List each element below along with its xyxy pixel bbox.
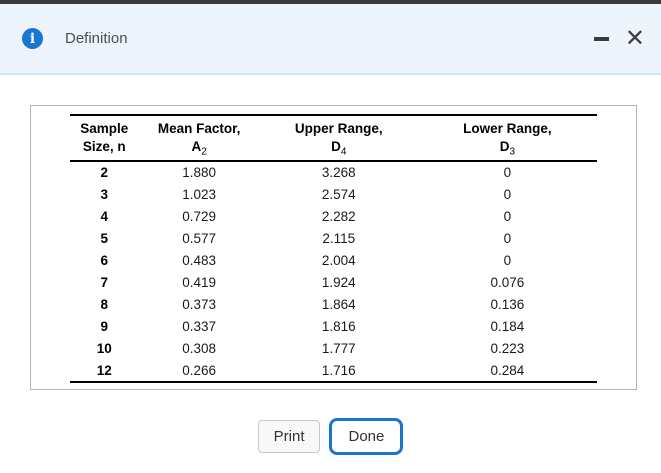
lower-range-cell: 0 bbox=[503, 165, 512, 181]
table-row: 10 0.308 1.777 0.223 bbox=[70, 338, 597, 360]
factors-table: Sample Size, n Mean Factor, A2 Upper Range, D… bbox=[70, 113, 597, 383]
column-header: Sample Size, n bbox=[70, 113, 139, 163]
sample-size-cell: 5 bbox=[100, 230, 108, 246]
table-header-row: Sample Size, n Mean Factor, A2 Upper Range, D… bbox=[70, 113, 597, 163]
column-header: Lower Range, D3 bbox=[417, 113, 597, 163]
done-button[interactable]: Done bbox=[329, 418, 404, 455]
mean-factor-cell: 0.373 bbox=[182, 296, 216, 312]
sample-size-cell: 9 bbox=[100, 318, 108, 334]
lower-range-cell: 0.284 bbox=[490, 362, 525, 378]
lower-range-cell: 0 bbox=[503, 208, 512, 224]
minimize-button[interactable] bbox=[593, 36, 609, 41]
upper-range-cell: 2.115 bbox=[322, 230, 356, 246]
lower-range-cell: 0 bbox=[503, 186, 512, 202]
sample-size-cell: 8 bbox=[100, 296, 108, 312]
dialog-titlebar: i Definition ✕ bbox=[0, 0, 661, 75]
table-panel: Sample Size, n Mean Factor, A2 Upper Range, D… bbox=[30, 105, 637, 390]
upper-range-cell: 1.777 bbox=[321, 340, 356, 356]
sample-size-cell: 2 bbox=[100, 165, 108, 181]
lower-range-cell: 0 bbox=[503, 252, 512, 268]
mean-factor-cell: 0.337 bbox=[182, 318, 216, 334]
table-body: 2 1.880 3.268 0 3 1.023 2.574 0 4 0.729 2.282 0 5 0.5… bbox=[70, 161, 597, 383]
table-row: 9 0.337 1.816 0.184 bbox=[70, 316, 597, 338]
table-row: 12 0.266 1.716 0.284 bbox=[70, 360, 597, 383]
dialog-footer: Print Done bbox=[0, 418, 661, 455]
dialog-title: Definition bbox=[65, 30, 128, 47]
lower-range-cell: 0.184 bbox=[490, 318, 525, 334]
table-row: 2 1.880 3.268 0 bbox=[70, 161, 597, 184]
mean-factor-cell: 0.419 bbox=[182, 274, 216, 290]
mean-factor-cell: 0.483 bbox=[182, 252, 216, 268]
mean-factor-cell: 0.577 bbox=[182, 230, 216, 246]
sample-size-cell: 10 bbox=[96, 340, 112, 356]
table-row: 7 0.419 1.924 0.076 bbox=[70, 272, 597, 294]
window-controls: ✕ bbox=[593, 24, 645, 52]
lower-range-cell: 0.136 bbox=[490, 296, 525, 312]
print-button[interactable]: Print bbox=[257, 420, 321, 453]
sample-size-cell: 4 bbox=[100, 208, 108, 224]
lower-range-cell: 0.223 bbox=[490, 340, 525, 356]
upper-range-cell: 1.716 bbox=[321, 362, 356, 378]
mean-factor-cell: 1.023 bbox=[182, 186, 216, 202]
upper-range-cell: 2.574 bbox=[321, 186, 356, 202]
upper-range-cell: 2.004 bbox=[321, 252, 356, 268]
upper-range-cell: 1.864 bbox=[321, 296, 356, 312]
mean-factor-cell: 0.308 bbox=[182, 340, 216, 356]
sample-size-cell: 6 bbox=[100, 252, 108, 268]
mean-factor-cell: 0.729 bbox=[182, 208, 216, 224]
lower-range-cell: 0.076 bbox=[490, 274, 525, 290]
table-row: 3 1.023 2.574 0 bbox=[70, 184, 597, 206]
upper-range-cell: 1.924 bbox=[321, 274, 356, 290]
close-button[interactable]: ✕ bbox=[624, 24, 645, 52]
table-row: 8 0.373 1.864 0.136 bbox=[70, 294, 597, 316]
sample-size-cell: 12 bbox=[96, 362, 112, 378]
minimize-icon bbox=[593, 36, 609, 41]
table-row: 5 0.577 2.115 0 bbox=[70, 228, 597, 250]
column-header: Upper Range, D4 bbox=[259, 113, 418, 163]
info-icon: i bbox=[22, 28, 43, 49]
column-header: Mean Factor, A2 bbox=[138, 113, 260, 163]
upper-range-cell: 1.816 bbox=[321, 318, 356, 334]
sample-size-cell: 7 bbox=[100, 274, 108, 290]
upper-range-cell: 2.282 bbox=[321, 208, 356, 224]
sample-size-cell: 3 bbox=[100, 186, 108, 202]
lower-range-cell: 0 bbox=[503, 230, 512, 246]
mean-factor-cell: 1.880 bbox=[182, 165, 216, 181]
mean-factor-cell: 0.266 bbox=[182, 362, 216, 378]
table-row: 6 0.483 2.004 0 bbox=[70, 250, 597, 272]
table-row: 4 0.729 2.282 0 bbox=[70, 206, 597, 228]
close-icon: ✕ bbox=[624, 24, 645, 52]
upper-range-cell: 3.268 bbox=[321, 165, 356, 181]
